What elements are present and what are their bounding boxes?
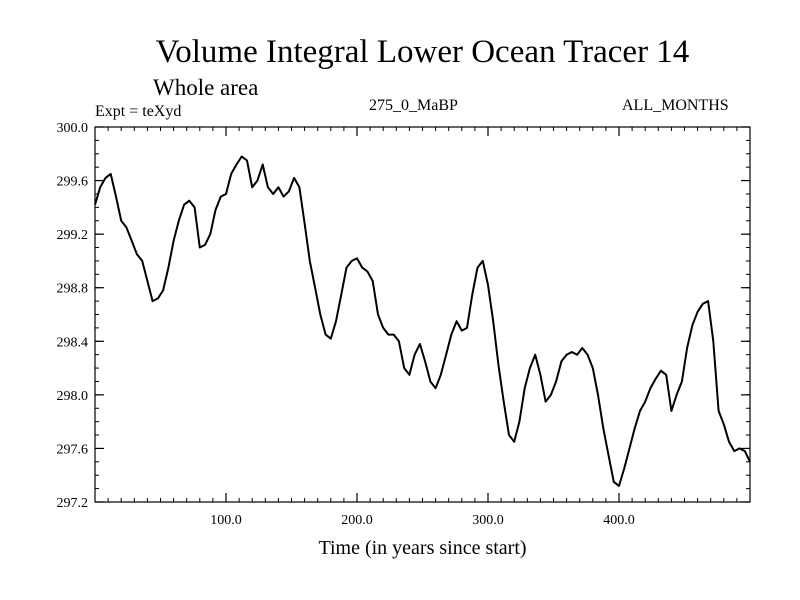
x-tick-label: 300.0 [472, 513, 504, 528]
x-tick-label: 200.0 [341, 513, 373, 528]
y-tick-label: 297.6 [57, 442, 89, 457]
experiment-label: Expt = teXyd [95, 103, 182, 120]
y-tick-label: 298.8 [57, 282, 89, 297]
y-tick-label: 297.2 [57, 496, 89, 511]
major-ticks [95, 126, 750, 503]
y-tick-label: 300.0 [57, 121, 89, 136]
y-tick-label: 298.0 [57, 389, 89, 404]
y-tick-label: 299.2 [57, 228, 89, 243]
period-label: 275_0_MaBP [369, 97, 458, 114]
chart-title: Volume Integral Lower Ocean Tracer 14 [155, 34, 690, 70]
chart-subtitle: Whole area [153, 75, 259, 100]
tick-labels: 100.0 200.0 300.0 400.0 297.2 297.6 298.0 298.4… [57, 121, 635, 528]
months-label: ALL_MONTHS [622, 97, 729, 114]
y-tick-label: 298.4 [57, 335, 89, 350]
y-tick-label: 299.6 [57, 175, 89, 190]
series-line [94, 155, 751, 487]
x-tick-label: 400.0 [603, 513, 635, 528]
plot-frame [94, 126, 751, 503]
minor-ticks [95, 127, 750, 502]
x-axis-label: Time (in years since start) [318, 537, 527, 559]
x-tick-label: 100.0 [210, 513, 242, 528]
